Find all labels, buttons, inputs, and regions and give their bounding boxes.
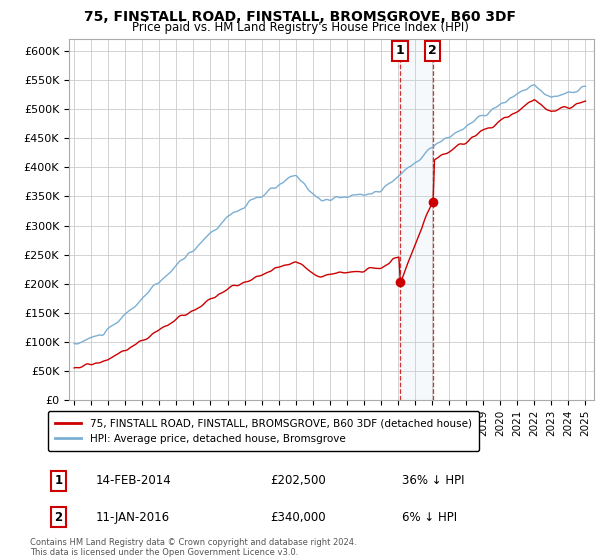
Text: 36% ↓ HPI: 36% ↓ HPI — [402, 474, 464, 487]
Text: 11-JAN-2016: 11-JAN-2016 — [95, 511, 170, 524]
Text: 14-FEB-2014: 14-FEB-2014 — [95, 474, 171, 487]
Text: Price paid vs. HM Land Registry's House Price Index (HPI): Price paid vs. HM Land Registry's House … — [131, 21, 469, 34]
Text: 2: 2 — [428, 44, 437, 57]
Text: 2: 2 — [55, 511, 62, 524]
Text: 6% ↓ HPI: 6% ↓ HPI — [402, 511, 457, 524]
Text: 75, FINSTALL ROAD, FINSTALL, BROMSGROVE, B60 3DF: 75, FINSTALL ROAD, FINSTALL, BROMSGROVE,… — [84, 10, 516, 24]
Text: 1: 1 — [55, 474, 62, 487]
Legend: 75, FINSTALL ROAD, FINSTALL, BROMSGROVE, B60 3DF (detached house), HPI: Average : 75, FINSTALL ROAD, FINSTALL, BROMSGROVE,… — [48, 411, 479, 451]
Text: £202,500: £202,500 — [270, 474, 326, 487]
Bar — [400, 39, 433, 400]
Text: £340,000: £340,000 — [270, 511, 325, 524]
Text: Contains HM Land Registry data © Crown copyright and database right 2024.
This d: Contains HM Land Registry data © Crown c… — [30, 538, 356, 557]
Text: 1: 1 — [395, 44, 404, 57]
